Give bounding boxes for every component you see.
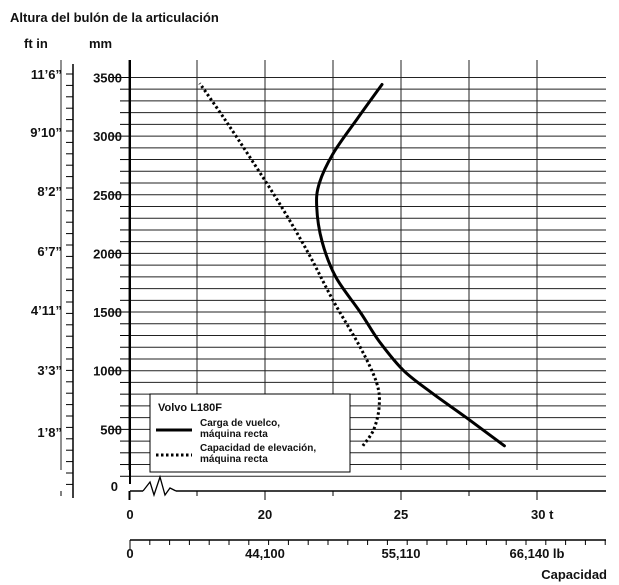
y-tick-label-imperial: 1’8” [37,425,62,440]
chart-title: Altura del bulón de la articulación [10,10,219,25]
y-tick-label-imperial: 6’7” [37,244,62,259]
y-unit-label: mm [89,36,112,51]
y-tick-label-imperial: 9’10” [30,125,62,140]
axis-break-icon [142,474,177,498]
x-tick-label-t: 30 t [531,507,554,522]
legend-entry-label: máquina recta [200,454,268,465]
y-tick-label-imperial: 4’11” [31,303,62,318]
x-axis-label: Capacidad [541,567,607,582]
x-tick-label-lb: 0 [126,546,133,561]
legend-box [149,393,351,473]
x-tick-label-lb: 55,110 [381,546,420,561]
axes [60,60,606,550]
x-tick-label-t: 20 [258,507,272,522]
data-series [198,82,506,448]
y-tick-label-mm: 1500 [93,305,122,320]
y-tick-label-imperial: 11’6” [31,67,62,82]
legend-entry-label: Carga de vuelco, [200,418,280,429]
tick-labels: 5001’8”10003’3”15004’11”20006’7”25008’2”… [30,67,564,561]
y-tick-label-mm: 3000 [93,129,122,144]
series-line-capacidad-de-elevacion [198,82,381,447]
y-tick-label-mm: 2500 [93,188,122,203]
legend-title: Volvo L180F [158,402,222,414]
legend-entry-label: máquina recta [200,429,268,440]
y-tick-label-mm: 3500 [93,70,122,85]
x-tick-label-t: 0 [126,507,133,522]
x-tick-label-lb: 66,140 lb [510,546,565,561]
y-tick-label-zero: 0 [111,479,118,494]
left-unit-label: ft in [24,36,48,51]
y-tick-label-mm: 1000 [93,364,122,379]
y-tick-label-mm: 2000 [93,246,122,261]
series-line-carga-de-vuelco [315,83,506,448]
y-tick-label-mm: 500 [100,422,122,437]
y-tick-label-imperial: 3’3” [37,363,62,378]
y-tick-label-imperial: 8’2” [37,184,62,199]
x-tick-label-t: 25 [394,507,408,522]
legend-entry-label: Capacidad de elevación, [200,443,316,454]
x-tick-label-lb: 44,100 [245,546,285,561]
